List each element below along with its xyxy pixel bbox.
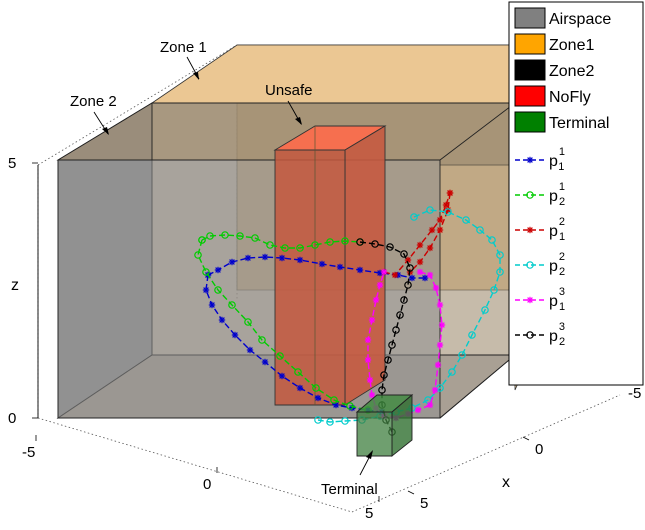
x-tick-label: 0	[535, 441, 543, 458]
legend-superscript: 2	[559, 251, 565, 263]
legend-label: Airspace	[549, 11, 611, 28]
x-tick-label: -5	[628, 385, 641, 402]
legend-subscript: 1	[559, 301, 565, 313]
legend-label: p3 2	[549, 321, 565, 348]
trajectory-p1-2	[380, 189, 454, 279]
legend-swatch	[514, 7, 546, 29]
legend-superscript: 1	[559, 181, 565, 193]
z-tick-label: 0	[8, 410, 16, 427]
legend-item-p1-3: p3 1	[515, 286, 565, 313]
legend-label: p2 1	[549, 216, 565, 243]
legend-label: p1 1	[549, 146, 565, 173]
annotation-zone2: Zone 2	[70, 93, 117, 110]
y-tick-label: 5	[365, 505, 373, 522]
legend-item-p1-2: p2 1	[515, 216, 565, 243]
legend-label: p2 2	[549, 251, 565, 278]
legend-item-terminal: Terminal	[514, 111, 609, 133]
legend-item-p2-2: p2 2	[515, 251, 565, 278]
legend-subscript: 1	[559, 231, 565, 243]
annotation-zone1: Zone 1	[160, 39, 207, 56]
annotation-unsafe: Unsafe	[265, 82, 313, 99]
legend-item-nofly: NoFly	[514, 85, 591, 107]
legend-label: p1 2	[549, 181, 565, 208]
legend-item-p2-1: p1 2	[515, 181, 565, 208]
legend-swatch	[514, 111, 546, 133]
legend-superscript: 3	[559, 286, 565, 298]
legend-swatch	[514, 59, 546, 81]
legend-item-p2-3: p3 2	[515, 321, 565, 348]
legend-subscript: 2	[559, 336, 565, 348]
x-axis-label: x	[502, 474, 510, 491]
legend-item-airspace: Airspace	[514, 7, 611, 29]
z-axis-label: z	[11, 277, 19, 294]
z-tick-label: 5	[8, 155, 16, 172]
x-tick-label: 5	[420, 495, 428, 512]
y-tick-label: -5	[22, 444, 35, 461]
legend-subscript: 2	[559, 266, 565, 278]
legend-label: NoFly	[549, 89, 591, 106]
legend-item-zone2: Zone2	[514, 59, 594, 81]
legend-superscript: 3	[559, 321, 565, 333]
annotation-terminal: Terminal	[321, 481, 378, 498]
legend-item-zone1: Zone1	[514, 33, 594, 55]
legend: Airspace Zone1 Zone2 NoFly Terminal p1 1 p1 2 p2 1…	[508, 1, 644, 386]
y-tick-label: 0	[203, 476, 211, 493]
legend-label: p3 1	[549, 286, 565, 313]
terminal-box	[355, 394, 414, 457]
legend-swatch	[514, 33, 546, 55]
legend-subscript: 2	[559, 196, 565, 208]
legend-label: Zone1	[549, 37, 594, 54]
legend-swatch	[514, 85, 546, 107]
annotations: Zone 1 Zone 2 Unsafe Terminal	[70, 39, 378, 498]
legend-label: Terminal	[549, 115, 609, 132]
legend-superscript: 1	[559, 146, 565, 158]
legend-subscript: 1	[558, 161, 564, 173]
legend-label: Zone2	[549, 63, 594, 80]
legend-item-p1-1: p1 1	[515, 146, 565, 173]
legend-superscript: 2	[559, 216, 565, 228]
nofly-column	[273, 125, 387, 406]
